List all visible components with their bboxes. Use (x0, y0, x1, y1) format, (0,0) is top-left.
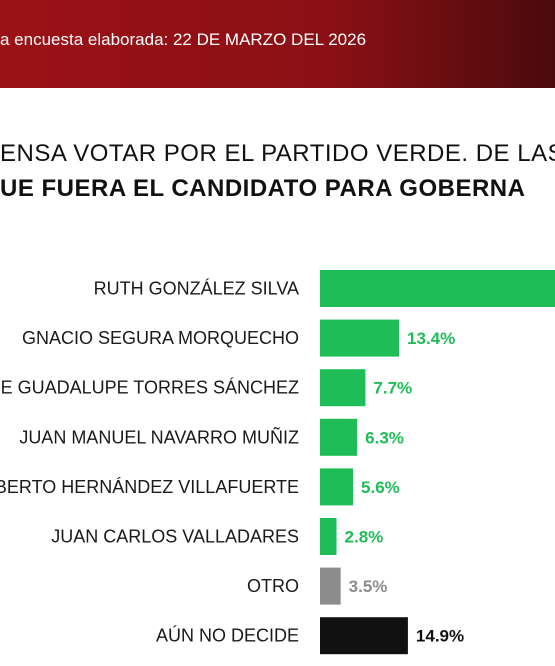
bar (320, 319, 400, 357)
value-label: 3.5% (349, 577, 388, 596)
category-label: GNACIO SEGURA MORQUECHO (22, 328, 299, 348)
bar (320, 369, 366, 407)
category-label: AÚN NO DECIDE (156, 625, 299, 646)
category-label: JUAN MANUEL NAVARRO MUÑIZ (19, 426, 299, 447)
bar (320, 518, 337, 555)
category-label: E GUADALUPE TORRES SÁNCHEZ (1, 378, 299, 398)
question-line-2: UE FUERA EL CANDIDATO PARA GOBERNA (0, 175, 526, 202)
category-label: OTRO (247, 576, 299, 596)
value-label: 14.9% (416, 627, 464, 646)
category-label: BERTO HERNÁNDEZ VILLAFUERTE (0, 477, 299, 497)
bar (320, 617, 408, 655)
value-label: 6.3% (365, 428, 404, 447)
bar (320, 468, 354, 506)
header-band: a encuesta elaborada: 22 DE MARZO DEL 20… (0, 0, 555, 88)
value-label: 7.7% (373, 379, 412, 398)
value-label: 5.6% (361, 478, 400, 497)
category-label: RUTH GONZÁLEZ SILVA (94, 279, 299, 299)
bar (320, 270, 555, 307)
bar (320, 418, 358, 456)
category-label: JUAN CARLOS VALLADARES (51, 527, 299, 547)
value-label: 13.4% (407, 329, 455, 348)
value-label: 2.8% (345, 528, 384, 547)
bar (320, 567, 341, 605)
question-line-1: ENSA VOTAR POR EL PARTIDO VERDE. DE LAS (0, 140, 555, 167)
survey-date-text: a encuesta elaborada: 22 DE MARZO DEL 20… (0, 30, 367, 49)
